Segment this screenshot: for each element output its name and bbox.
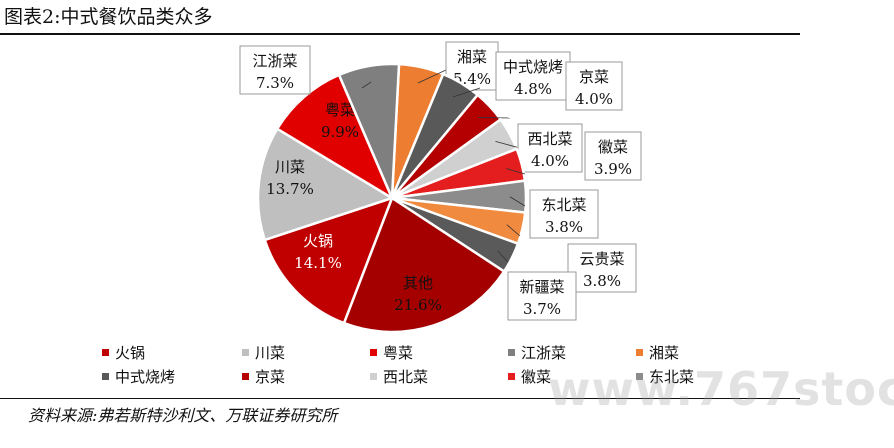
label-box [507,271,577,321]
slice-label: 江浙菜 7.3% [239,45,372,95]
legend-item: 川菜 [242,342,285,363]
legend-item: 江浙菜 [508,342,566,363]
legend-swatch [102,349,109,356]
legend-item: 京菜 [242,366,285,387]
slice-category-label: 江浙菜 [252,52,297,70]
slice-value-label: 13.7% [266,180,314,198]
slice-value-label: 3.7% [523,300,561,318]
slice-category-label: 徽菜 [598,138,628,156]
legend-label: 粤菜 [383,344,414,362]
label-box [239,45,311,95]
slice-label: 西北菜 4.0% [495,123,583,173]
leader-line [497,250,509,263]
slice-value-label: 3.9% [594,160,632,178]
slice-value-label: 3.8% [545,218,583,236]
legend-swatch [242,349,249,356]
pie-slice [275,73,395,202]
legend-swatch [636,349,643,356]
leader-line [506,224,521,237]
slice-label: 云贵菜 3.8% [506,224,637,293]
label-box [495,51,571,101]
slice-label: 新疆菜 3.7% [497,250,577,321]
slice-category-label: 其他 [403,274,433,292]
bottom-rule [0,398,800,399]
leader-line [509,196,526,207]
leader-line [452,87,481,98]
legend-item: 西北菜 [370,366,428,387]
slice-value-label: 4.0% [531,152,569,170]
legend-label: 西北菜 [383,368,429,386]
slice-category-label: 东北菜 [541,196,586,214]
legend-swatch [242,373,249,380]
top-rule [0,33,800,35]
label-box [517,123,583,173]
slice-label: 中式烧烤 4.8% [452,51,571,101]
pie-slice [342,196,506,334]
slice-label: 东北菜 3.8% [509,189,599,239]
legend-label: 徽菜 [521,368,552,386]
legend-swatch [370,349,377,356]
slice-category-label: 粤菜 [325,101,355,119]
legend-swatch [636,373,643,380]
legend-item: 中式烧烤 [102,366,175,387]
legend-item: 徽菜 [508,366,551,387]
legend-item: 火锅 [102,342,145,363]
source-note: 资料来源:弗若斯特沙利文、万联证券研究所 [28,406,338,425]
legend-label: 中式烧烤 [115,368,176,386]
legend-label: 东北菜 [649,368,695,386]
pie-slice [256,127,395,242]
legend-swatch [370,373,377,380]
slice-category-label: 火锅 [303,232,333,250]
slice-category-label: 云贵菜 [579,250,624,268]
slice-label: 京菜 4.0% [478,61,623,119]
slice-label: 川菜 13.7% [266,158,314,198]
slice-label: 火锅 14.1% [294,232,342,272]
legend-label: 江浙菜 [521,344,567,362]
legend-swatch [508,349,515,356]
legend-item: 东北菜 [636,366,694,387]
slice-category-label: 中式烧烤 [503,58,563,76]
leader-line [495,141,521,149]
chart-title: 图表2:中式餐饮品类众多 [4,6,213,28]
slice-category-label: 新疆菜 [519,278,564,296]
legend-label: 京菜 [255,368,286,386]
leader-line [417,69,447,84]
leader-line [506,168,526,175]
slice-value-label: 3.8% [583,272,621,290]
label-box [565,61,623,111]
legend-swatch [508,373,515,380]
slice-category-label: 湘菜 [457,48,487,66]
slice-category-label: 西北菜 [527,130,572,148]
legend-label: 湘菜 [649,344,680,362]
label-box [584,131,642,181]
legend-label: 火锅 [115,344,146,362]
slice-value-label: 9.9% [321,123,359,141]
slice-category-label: 京菜 [579,68,609,86]
slice-value-label: 4.0% [575,90,613,108]
slice-value-label: 14.1% [294,254,342,272]
pie-slice [263,195,395,325]
legend-label: 川菜 [255,344,286,362]
slice-label: 粤菜 9.9% [321,101,359,141]
label-box [567,243,637,293]
slice-category-label: 川菜 [275,158,305,176]
slice-value-label: 21.6% [394,296,442,314]
legend-item: 粤菜 [370,342,413,363]
slice-label: 徽菜 3.9% [506,131,642,181]
leader-line [478,117,511,119]
slice-value-label: 4.8% [514,80,552,98]
watermark: www.767stock.com [548,362,894,416]
leader-line [361,81,372,89]
slice-value-label: 7.3% [256,74,294,92]
label-box [529,189,599,239]
legend-item: 湘菜 [636,342,679,363]
slice-label: 其他 21.6% [394,274,442,314]
legend-swatch [102,373,109,380]
pie-slice [337,62,401,199]
